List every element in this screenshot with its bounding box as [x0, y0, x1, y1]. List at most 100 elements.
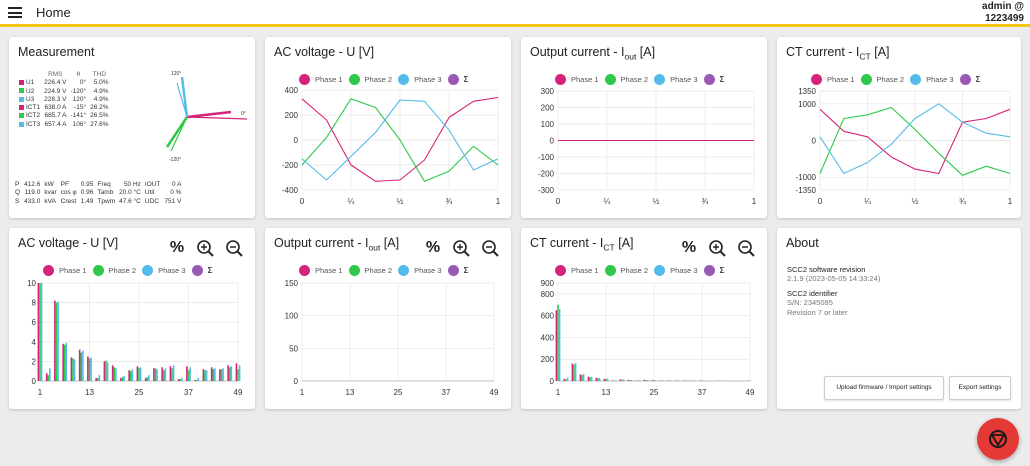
legend-item-phase2[interactable]: Phase 2 [348, 74, 392, 85]
y-tick-label: 8 [32, 299, 37, 308]
y-tick-label: -400 [282, 186, 299, 195]
legend-item-phase2[interactable]: Phase 2 [604, 74, 648, 85]
bar [179, 379, 182, 381]
legend-item-sigma[interactable]: Σ [703, 265, 724, 276]
legend-dot [959, 74, 971, 85]
bar [227, 365, 229, 381]
legend-item-phase2[interactable]: Phase 2 [860, 74, 905, 85]
legend-item-phase2[interactable]: Phase 2 [604, 265, 648, 276]
table-row: U3 228.3 V 120° 4.9% [17, 96, 111, 104]
legend-item-phase1[interactable]: Phase 1 [555, 74, 599, 85]
zoom-out-icon[interactable] [224, 239, 244, 257]
bar [138, 368, 140, 381]
zoom-out-icon[interactable] [480, 239, 500, 257]
bar [131, 369, 134, 381]
legend-item-phase3[interactable]: Phase 3 [398, 74, 442, 85]
bar [654, 380, 657, 381]
legend-item-phase3[interactable]: Phase 3 [142, 265, 186, 276]
user-info[interactable]: admin @ 1223499 [982, 1, 1024, 25]
zoom-out-icon[interactable] [736, 239, 756, 257]
stat-cell: PF [60, 181, 69, 188]
legend-item-phase3[interactable]: Phase 3 [654, 74, 698, 85]
legend-item-phase1[interactable]: Phase 1 [299, 74, 343, 85]
legend-item-phase1[interactable]: Phase 1 [811, 74, 855, 85]
legend-item-sigma[interactable]: Σ [703, 74, 724, 85]
x-tick-label: 0 [556, 197, 561, 206]
bar [597, 378, 599, 381]
bar [63, 344, 66, 381]
legend-item-sigma[interactable]: Σ [959, 74, 980, 85]
bar [627, 379, 630, 381]
x-tick-label: 0 [300, 197, 305, 206]
legend-dot [348, 74, 360, 85]
rms-value: 228.3 V [44, 95, 67, 103]
bar [579, 374, 582, 381]
export-settings-button[interactable]: Export settings [949, 376, 1011, 400]
legend-item-phase1[interactable]: Phase 1 [43, 265, 87, 276]
stop-button[interactable] [977, 418, 1019, 460]
bar [194, 380, 196, 381]
table-row: U2 224.9 V -120° 4.9% [17, 88, 111, 96]
ct-current-wave-card: CT current - ICT [A] Phase 1 Phase 2 Phase… [777, 37, 1021, 218]
x-tick-label: 13 [346, 388, 355, 397]
table-header: RMS [48, 71, 63, 78]
legend-item-phase3[interactable]: Phase 3 [654, 265, 698, 276]
legend-item-phase1[interactable]: Phase 1 [555, 265, 599, 276]
identifier-label: SCC2 identifier [787, 289, 838, 298]
zoom-in-icon[interactable] [707, 239, 727, 257]
bar [90, 357, 92, 381]
upload-firmware-button[interactable]: Upload firmware / Import settings [824, 376, 944, 400]
legend-dot [604, 265, 616, 276]
y-tick-label: 100 [541, 120, 555, 129]
legend-item-sigma[interactable]: Σ [447, 74, 468, 85]
bar [162, 370, 165, 381]
legend-label: Phase 2 [108, 266, 137, 275]
legend: Phase 1 Phase 2 Phase 3 Σ [43, 265, 218, 278]
legend-label: Phase 2 [876, 75, 905, 84]
stat-cell: cos φ [60, 189, 77, 197]
bar [128, 370, 130, 381]
x-tick-label: 49 [746, 388, 755, 397]
zoom-in-icon[interactable] [195, 239, 215, 257]
bar [595, 377, 598, 381]
legend-item-sigma[interactable]: Σ [191, 265, 212, 276]
y-tick-label: 1000 [798, 100, 816, 109]
row-label: U3 [17, 96, 42, 104]
bar [73, 359, 76, 381]
bar [121, 377, 124, 381]
legend-dot [910, 74, 922, 85]
bar [186, 366, 188, 381]
bar [590, 376, 593, 381]
card-title: Output current - Iout [A] [530, 45, 656, 62]
legend-dot [43, 265, 54, 276]
ac-voltage-harmonics-chart: 10 8 6 4 2 01 13 25 37 49 [27, 279, 243, 397]
bar [113, 367, 116, 381]
percent-icon[interactable]: % [169, 239, 185, 256]
legend-item-phase3[interactable]: Phase 3 [398, 265, 442, 276]
legend-item-phase3[interactable]: Phase 3 [910, 74, 954, 85]
series-line [301, 99, 499, 181]
bar [630, 380, 633, 381]
rms-value: 657.4 A [44, 120, 67, 128]
bar [205, 370, 208, 381]
legend-dot [654, 74, 666, 85]
stats-row: P 412.6 kW PF 0.95 Freq 50 Hz IOUT 0 A [13, 181, 183, 189]
percent-icon[interactable]: % [425, 239, 441, 256]
bar [72, 358, 74, 381]
bar [103, 361, 106, 381]
bar [39, 283, 41, 381]
y-tick-label: -300 [538, 186, 555, 195]
theta-value: 0° [79, 79, 87, 87]
hamburger-icon[interactable] [8, 7, 22, 18]
legend-item-phase2[interactable]: Phase 2 [92, 265, 137, 276]
legend-item-sigma[interactable]: Σ [447, 265, 468, 276]
bar [55, 302, 58, 381]
legend-dot [299, 265, 310, 276]
x-tick-label: ¼ [864, 197, 871, 206]
legend-dot [654, 265, 666, 276]
bar [62, 343, 64, 381]
percent-icon[interactable]: % [681, 239, 697, 256]
zoom-in-icon[interactable] [451, 239, 471, 257]
legend-item-phase2[interactable]: Phase 2 [348, 265, 392, 276]
legend-item-phase1[interactable]: Phase 1 [299, 265, 343, 276]
